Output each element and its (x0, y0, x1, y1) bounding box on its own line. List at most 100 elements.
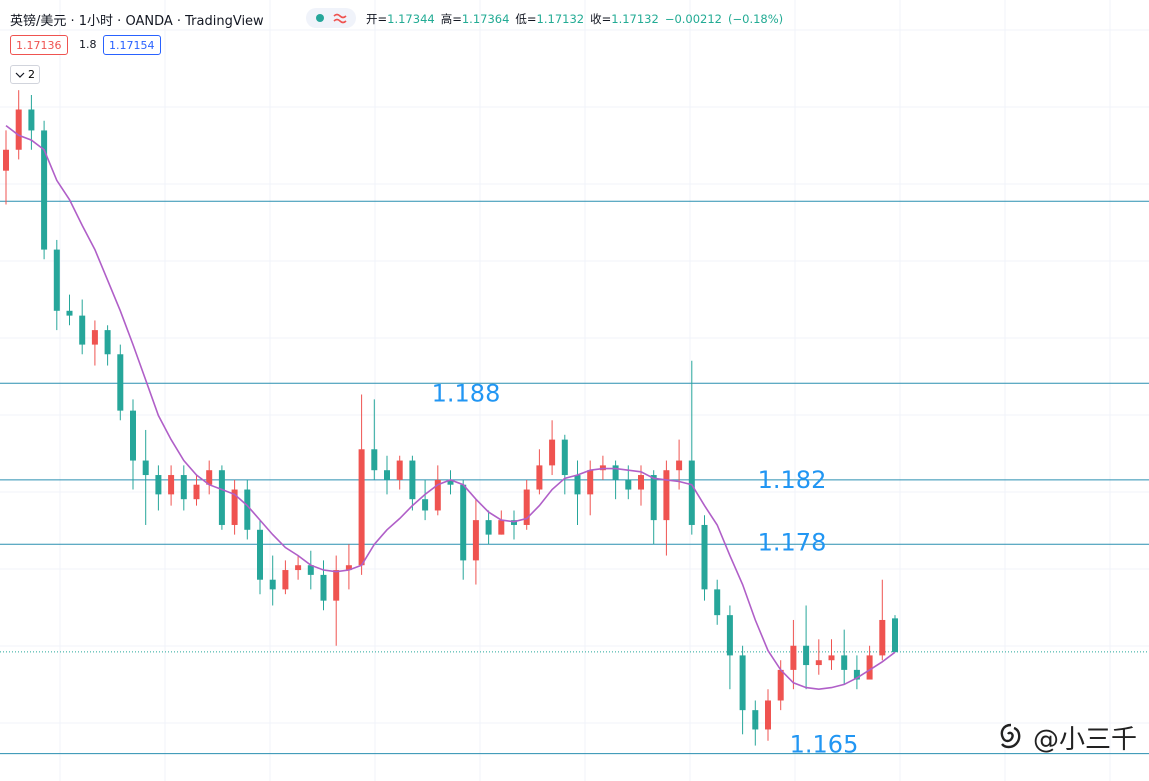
candle-body (765, 700, 771, 730)
candle-body (498, 520, 505, 535)
indicator-count: 2 (28, 68, 35, 81)
candle-body (218, 470, 225, 525)
candle-body (447, 479, 454, 485)
candle-body (803, 645, 810, 666)
candle-body (511, 520, 517, 525)
candle-body (117, 354, 124, 411)
candle-body (472, 520, 479, 561)
candle-body (282, 570, 289, 590)
plot-area: 1.188 1.182 1.178 1.165 (0, 90, 1149, 759)
ohlc-label: 高= (440, 12, 462, 26)
candle-body (879, 619, 886, 656)
candle-body (66, 310, 73, 316)
candle-body (130, 410, 136, 461)
level-label: 1.165 (790, 731, 859, 759)
candle-body (853, 669, 860, 680)
candle-body (142, 460, 149, 476)
candle-body (41, 130, 48, 250)
ohlc-value: 1.17132 (536, 12, 585, 26)
logo-swirl (1000, 723, 1021, 749)
candle-body (549, 439, 556, 466)
candle-body (485, 520, 492, 535)
delay-icon (333, 13, 347, 24)
ohlc-value: 1.17344 (387, 12, 435, 26)
level-label: 1.178 (758, 528, 827, 556)
candle-body (180, 475, 187, 500)
status-pill[interactable] (306, 8, 356, 28)
market-dot (316, 14, 324, 22)
candle-body (561, 439, 568, 476)
symbol-title[interactable]: 英镑/美元 · 1小时 · OANDA · TradingView (10, 14, 264, 29)
candle-body (28, 109, 35, 131)
candle-body (244, 489, 251, 530)
candle-body (625, 479, 632, 490)
candle-body (434, 479, 441, 511)
candle-body (777, 669, 784, 701)
candle-body (91, 330, 98, 345)
candle-body (79, 315, 86, 345)
level-label: 1.182 (758, 466, 827, 494)
pill-bg (306, 8, 356, 28)
candle-body (574, 475, 581, 495)
candle-body (333, 570, 340, 601)
bid-badge[interactable]: 1.17136 (10, 35, 68, 55)
candle-body (701, 524, 708, 590)
candle-body (650, 475, 657, 521)
watermark-logo (1000, 723, 1021, 749)
candle-body (396, 460, 403, 480)
moving-average (5, 124, 896, 691)
ohlc-label: 低= (515, 12, 537, 26)
candle-body (587, 470, 594, 495)
candle-body (612, 465, 619, 480)
candle-body (269, 579, 276, 590)
candle-body (320, 574, 327, 601)
candle-body (676, 460, 683, 471)
candle-body (358, 449, 365, 566)
change-percent: (−0.18%) (728, 12, 784, 26)
ohlc-label: 开= (366, 12, 388, 26)
candle-body (726, 615, 733, 656)
candle-body (231, 489, 238, 525)
ohlc-label: 收= (590, 12, 612, 26)
candle-body (155, 475, 162, 495)
candle-body (295, 565, 302, 571)
candle-body (536, 465, 543, 490)
ask-badge[interactable]: 1.17154 (103, 35, 161, 55)
ohlc-legend: 开=1.17344 高=1.17364 低=1.17132 收=1.17132 −0.0… (366, 11, 789, 27)
candle-body (257, 529, 263, 580)
candle-body (841, 655, 848, 670)
watermark: @小三千 (1032, 725, 1137, 755)
candle-body (752, 710, 759, 730)
candle-body (409, 460, 416, 500)
change: −0.00212 (664, 12, 723, 26)
candle-body (371, 449, 378, 471)
candle-body (15, 109, 22, 150)
candle-body (168, 475, 175, 495)
candle-body (638, 475, 644, 490)
candle-body (345, 565, 352, 571)
spread: 1.8 (74, 35, 102, 55)
candle-body (206, 470, 213, 485)
indicator-toggle[interactable]: 2 (10, 65, 40, 84)
candle-body (688, 460, 695, 525)
candle-body (790, 645, 797, 670)
ohlc-value: 1.17132 (611, 12, 659, 26)
ohlc-value: 1.17364 (461, 12, 510, 26)
candle-body (523, 489, 530, 525)
candle-body (828, 655, 835, 661)
candle-body (714, 589, 721, 616)
candle-body (193, 484, 200, 500)
candle-body (53, 249, 60, 311)
candle-body (892, 618, 898, 653)
level-label: 1.188 (432, 379, 501, 407)
candle-body (460, 484, 467, 561)
chevron-icon (15, 72, 25, 78)
candle-body (3, 149, 9, 171)
candle-body (663, 470, 670, 521)
candle-body (815, 660, 822, 666)
candle-body (739, 655, 746, 711)
candle-body (599, 465, 606, 471)
